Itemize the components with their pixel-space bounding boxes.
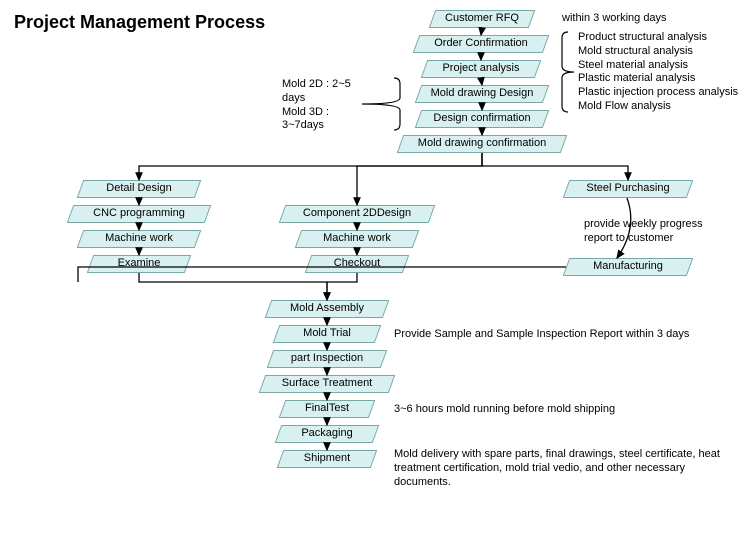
flownode-detail_design: Detail Design xyxy=(80,180,198,198)
note-note_analysis: Product structural analysis Mold structu… xyxy=(578,31,738,114)
flownode-shipment: Shipment xyxy=(280,450,374,468)
note-note_delivery: Mold delivery with spare parts, final dr… xyxy=(394,448,720,489)
flownode-machine_work_c: Machine work xyxy=(298,230,416,248)
flownode-steel_purch: Steel Purchasing xyxy=(566,180,690,198)
flownode-part_insp: part Inspection xyxy=(270,350,384,368)
flownode-examine: Examine xyxy=(90,255,188,273)
page-title: Project Management Process xyxy=(14,12,265,33)
flownode-mold_trial: Mold Trial xyxy=(276,325,378,343)
flownode-cnc_prog: CNC programming xyxy=(70,205,208,223)
flownode-mold_draw_design: Mold drawing Design xyxy=(418,85,546,103)
flownode-proj_analysis: Project analysis xyxy=(424,60,538,78)
flownode-final_test: FinalTest xyxy=(282,400,372,418)
flownode-comp_2d: Component 2DDesign xyxy=(282,205,432,223)
flownode-mold_draw_conf: Mold drawing confirmation xyxy=(400,135,564,153)
flownode-mold_assembly: Mold Assembly xyxy=(268,300,386,318)
note-note_hours: 3~6 hours mold running before mold shipp… xyxy=(394,403,615,417)
note-note_sample: Provide Sample and Sample Inspection Rep… xyxy=(394,328,689,342)
flownode-machine_work_l: Machine work xyxy=(80,230,198,248)
flownode-checkout: Checkout xyxy=(308,255,406,273)
note-note_3days: within 3 working days xyxy=(562,12,667,26)
flownode-surface_treat: Surface Treatment xyxy=(262,375,392,393)
flownode-packaging: Packaging xyxy=(278,425,376,443)
flownode-manufacturing: Manufacturing xyxy=(566,258,690,276)
note-note_weekly: provide weekly progress report to custom… xyxy=(584,218,703,246)
flownode-rfq: Customer RFQ xyxy=(432,10,532,28)
note-note_23d: Mold 2D : 2~5 days Mold 3D : 3~7days xyxy=(282,78,351,133)
flownode-design_conf: Design confirmation xyxy=(418,110,546,128)
flownode-order_conf: Order Confirmation xyxy=(416,35,546,53)
